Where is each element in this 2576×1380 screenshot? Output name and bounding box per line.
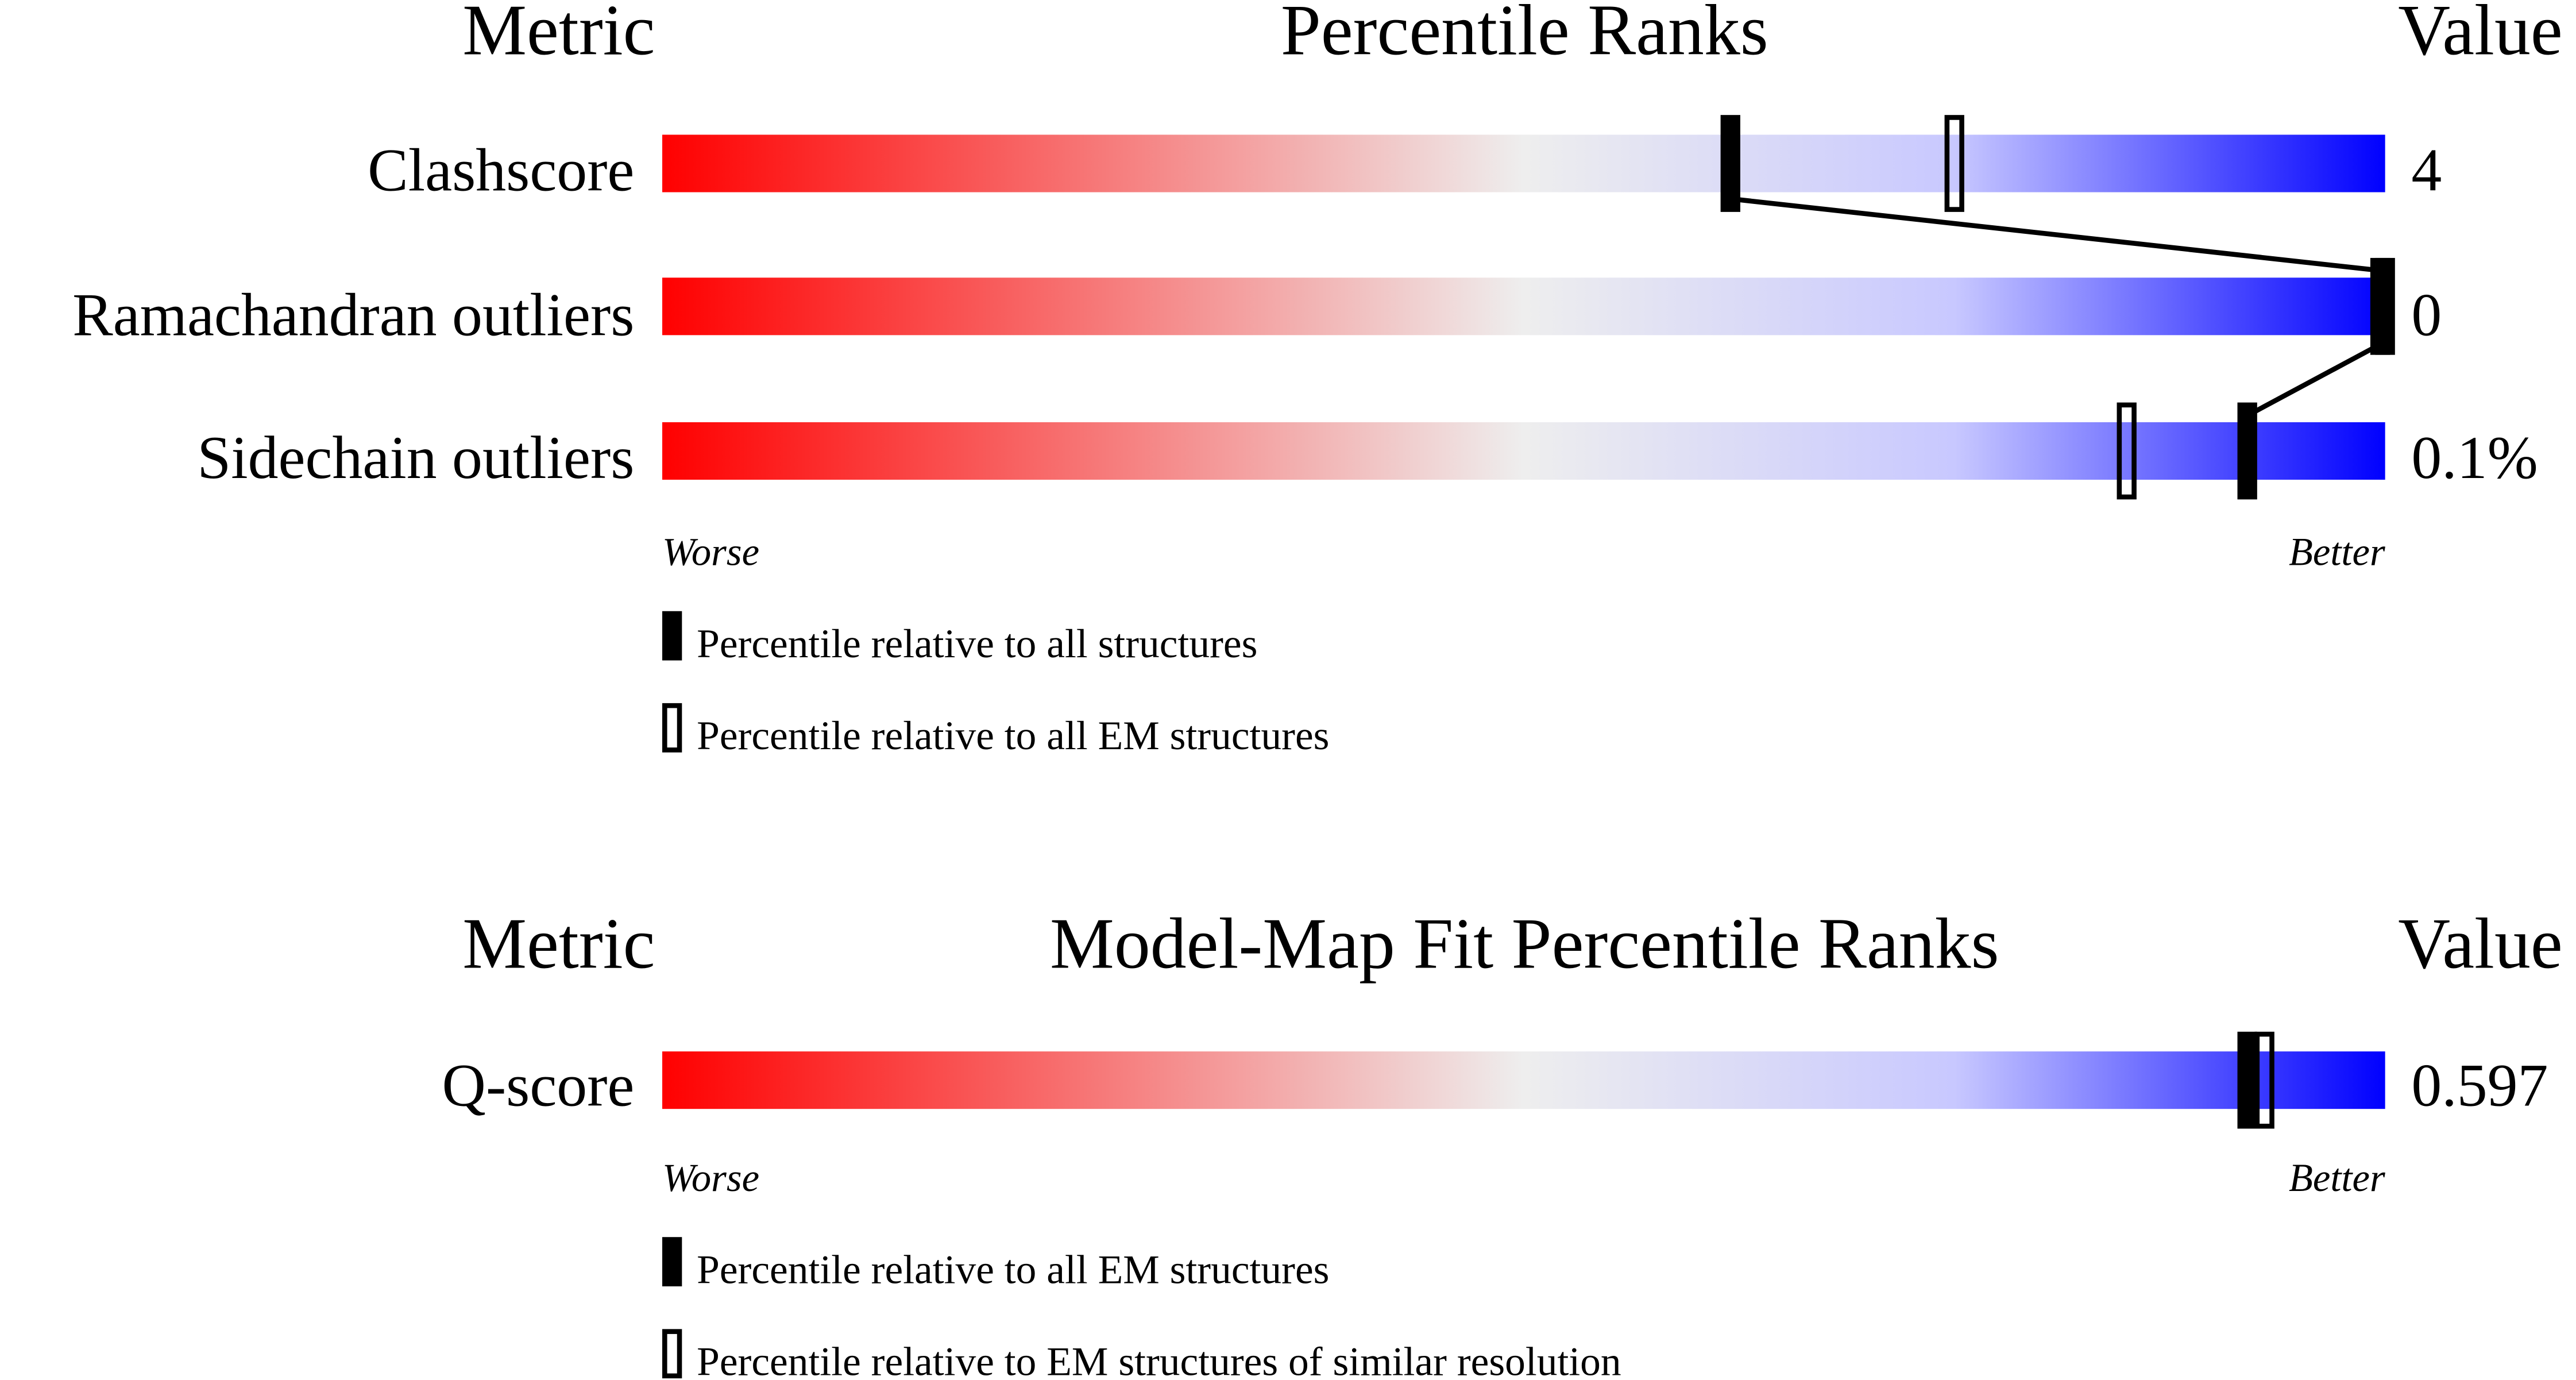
better-label-2: Better [2289,1156,2385,1200]
panel-validation-bars [662,115,2395,500]
header-metric-2: Metric [462,904,655,984]
header-title-2: Model-Map Fit Percentile Ranks [1050,904,1999,984]
percentile-bar [662,1051,2385,1109]
metric-label-clashscore: Clashscore [368,137,634,204]
marker-all-percentile [1720,115,1740,212]
legend-label-hollow: Percentile relative to all EM structures [697,713,1329,758]
legend-hollow-marker-2 [662,1329,682,1379]
marker-all-percentile [2375,257,2395,355]
metric-label-ramachandran: Ramachandran outliers [72,281,634,348]
metric-label-qscore: Q-score [442,1051,635,1119]
header-value: Value [2398,0,2562,70]
better-label: Better [2289,530,2385,574]
marker-all-percentile [2237,402,2257,500]
marker-all-percentile [2237,1031,2257,1129]
metric-label-sidechain: Sidechain outliers [197,424,634,491]
percentile-bar [662,134,2385,192]
percentile-bar [662,277,2385,336]
legend-label-hollow-2: Percentile relative to EM structures of … [697,1339,1621,1380]
legend-filled-marker-2 [662,1237,682,1287]
legend-filled-marker [662,611,682,661]
header-metric: Metric [462,0,655,70]
connector-line [1730,196,2386,274]
marker-em-percentile [1944,115,1964,212]
legend-label-filled-2: Percentile relative to all EM structures [697,1247,1329,1292]
legend-label-filled: Percentile relative to all structures [697,621,1257,666]
worse-label: Worse [662,530,759,574]
header-value-2: Value [2398,904,2562,984]
value-qscore: 0.597 [2411,1051,2548,1119]
legend-hollow-marker [662,703,682,753]
value-clashscore: 4 [2411,137,2442,204]
percentile-bar [662,422,2385,480]
value-ramachandran: 0 [2411,281,2442,348]
panel-fit-bars [662,1031,2385,1129]
header-title: Percentile Ranks [1281,0,1768,70]
marker-em-percentile [2117,402,2137,500]
connector-line [2246,340,2386,418]
worse-label-2: Worse [662,1156,759,1200]
value-sidechain: 0.1% [2411,424,2538,491]
